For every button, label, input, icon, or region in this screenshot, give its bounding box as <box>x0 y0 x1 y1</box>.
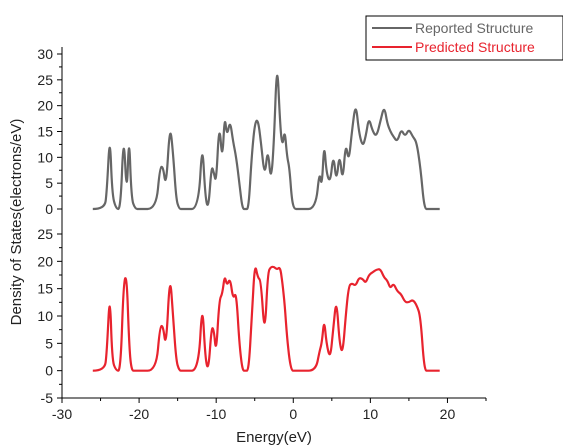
legend-label-reported: Reported Structure <box>415 20 533 36</box>
y-lower-tick-label: 0 <box>45 363 53 379</box>
series-group <box>92 74 440 372</box>
legend: Reported Structure Predicted Structure <box>365 15 563 61</box>
series-line-predicted <box>92 265 440 372</box>
y-upper-tick-label: 5 <box>45 175 53 191</box>
y-lower-tick-label: 15 <box>37 281 53 297</box>
y-lower-tick-label: 20 <box>37 253 53 269</box>
y-upper-tick-label: 30 <box>37 46 53 62</box>
y-lower-tick-label: 25 <box>37 226 53 242</box>
y-upper-tick-label: 0 <box>45 201 53 217</box>
y-lower-tick-label: 5 <box>45 335 53 351</box>
y-upper-tick-label: 20 <box>37 98 53 114</box>
x-tick-label: -20 <box>129 406 149 422</box>
y-upper-tick-label: 10 <box>37 149 53 165</box>
y-upper-tick-label: 25 <box>37 72 53 88</box>
x-tick-label: 10 <box>363 406 379 422</box>
x-tick-label: -10 <box>206 406 226 422</box>
axis-ticks: -30 -20 -10 0 10 20 0 5 10 15 20 25 30 -5 0 5 10 15 20 25 <box>37 46 487 422</box>
legend-box <box>365 15 563 61</box>
y-lower-tick-label: 10 <box>37 308 53 324</box>
y-upper-tick-label: 15 <box>37 124 53 140</box>
y-axis-title: Density of States(electrons/eV) <box>8 119 25 326</box>
x-axis-title: Energy(eV) <box>236 429 312 446</box>
x-tick-label: 0 <box>289 406 297 422</box>
x-tick-label: -30 <box>52 406 72 422</box>
series-line-reported <box>92 74 440 211</box>
y-lower-tick-label: -5 <box>41 390 54 406</box>
legend-label-predicted: Predicted Structure <box>415 39 535 55</box>
x-tick-label: 20 <box>440 406 456 422</box>
